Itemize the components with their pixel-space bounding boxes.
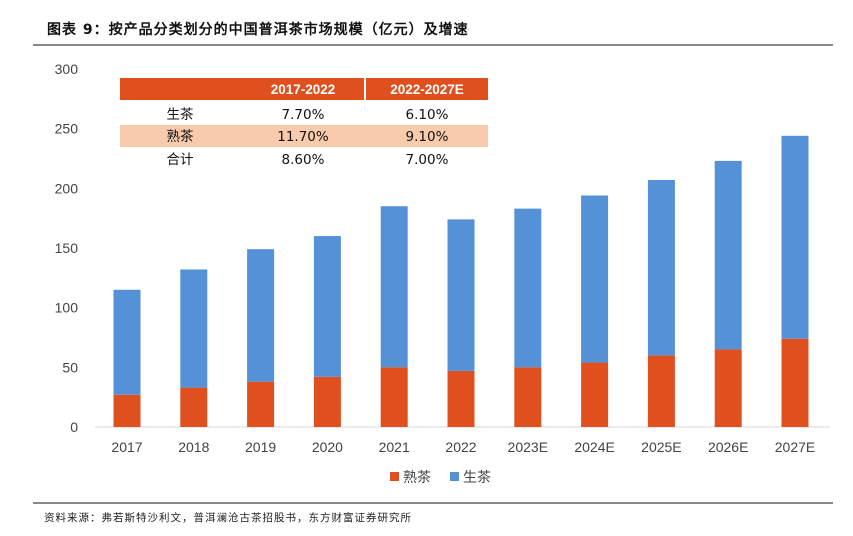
x-tick-label: 2017: [111, 439, 142, 455]
x-tick-label: 2022: [445, 439, 476, 455]
table-row-label: 熟茶: [167, 129, 194, 145]
chart-title: 图表 9：按产品分类划分的中国普洱茶市场规模（亿元）及增速: [47, 22, 469, 38]
y-tick-label: 250: [55, 121, 79, 137]
bar-shucha-2025E: [647, 355, 675, 427]
table-row-label: 生茶: [167, 107, 194, 123]
bar-shucha-2017: [113, 394, 141, 427]
bar-shengcha-2027E: [781, 135, 809, 339]
bar-shucha-2026E: [714, 349, 742, 427]
bar-shucha-2021: [380, 367, 408, 427]
bar-shucha-2027E: [781, 338, 809, 427]
bar-shengcha-2017: [113, 289, 141, 395]
y-tick-label: 50: [62, 359, 78, 375]
bar-shengcha-2026E: [714, 160, 742, 350]
bar-shengcha-2025E: [647, 179, 675, 356]
x-tick-label: 2018: [178, 439, 209, 455]
bar-shucha-2024E: [581, 362, 609, 427]
x-tick-label: 2027E: [775, 439, 815, 455]
x-tick-label: 2019: [245, 439, 276, 455]
bar-shengcha-2020: [313, 236, 341, 377]
table-cell: 7.70%: [282, 107, 325, 123]
legend-label-shucha: 熟茶: [403, 469, 431, 485]
table-cell: 7.00%: [406, 152, 449, 168]
table-cell: 9.10%: [406, 129, 449, 145]
bar-shengcha-2021: [380, 206, 408, 368]
table-cell: 8.60%: [282, 152, 325, 168]
growth-table: 2017-2022 2022-2027E 生茶 7.70% 6.10% 熟茶 1…: [120, 78, 488, 170]
y-tick-label: 300: [55, 61, 79, 77]
y-tick-label: 150: [55, 240, 79, 256]
top-divider: [33, 44, 833, 46]
x-tick-label: 2026E: [708, 439, 748, 455]
bar-shengcha-2022: [447, 219, 475, 371]
bar-shucha-2022: [447, 370, 475, 427]
y-tick-label: 0: [70, 419, 78, 435]
table-row-highlight: [120, 125, 488, 147]
legend-swatch-shengcha: [450, 472, 459, 481]
bar-shengcha-2019: [247, 249, 275, 382]
table-header-1: 2017-2022: [271, 82, 336, 97]
bar-shengcha-2018: [180, 269, 208, 388]
bar-shucha-2019: [247, 381, 275, 427]
x-tick-label: 2025E: [641, 439, 681, 455]
table-header-bg: [120, 78, 488, 100]
bar-shengcha-2024E: [581, 195, 609, 363]
source-note: 资料来源：弗若斯特沙利文，普洱澜沧古茶招股书，东方财富证券研究所: [44, 512, 412, 524]
legend-label-shengcha: 生茶: [463, 469, 491, 485]
table-header-2: 2022-2027E: [390, 82, 464, 97]
x-tick-label: 2021: [379, 439, 410, 455]
legend-swatch-shucha: [390, 472, 399, 481]
x-tick-label: 2024E: [574, 439, 614, 455]
y-tick-label: 200: [55, 180, 79, 196]
bar-shucha-2020: [313, 376, 341, 427]
table-cell: 11.70%: [277, 129, 329, 145]
table-cell: 6.10%: [406, 107, 449, 123]
legend: 熟茶 生茶: [390, 469, 491, 485]
table-row-label: 合计: [167, 152, 194, 168]
bottom-divider: [33, 502, 833, 504]
x-tick-label: 2020: [312, 439, 343, 455]
y-tick-label: 100: [55, 300, 79, 316]
bar-shucha-2018: [180, 387, 208, 427]
bar-shucha-2023E: [514, 367, 542, 427]
bar-shengcha-2023E: [514, 208, 542, 368]
x-tick-label: 2023E: [508, 439, 548, 455]
